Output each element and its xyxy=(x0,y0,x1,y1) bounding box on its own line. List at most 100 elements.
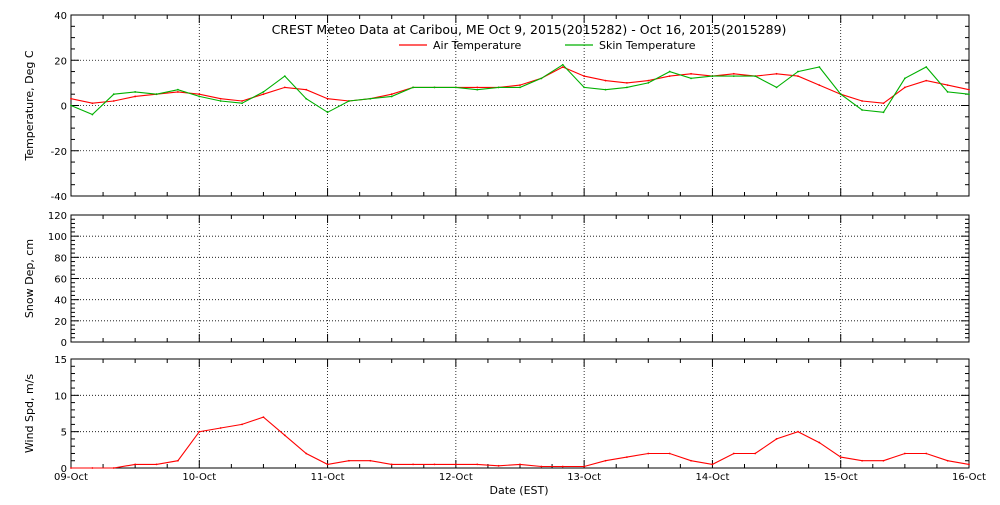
data-point xyxy=(454,86,457,89)
data-point xyxy=(219,427,222,429)
y-tick-label: 40 xyxy=(54,11,67,22)
data-point xyxy=(369,97,372,100)
data-point xyxy=(540,77,543,80)
data-point xyxy=(583,465,586,468)
data-point xyxy=(305,88,308,91)
data-point xyxy=(454,463,457,466)
data-point xyxy=(561,63,564,66)
panel-0: -40 -20 0 20 40 Temperature, Deg C Air Tempera… xyxy=(23,11,970,203)
data-point xyxy=(91,102,94,105)
data-point xyxy=(262,91,265,93)
data-point xyxy=(925,66,928,68)
data-point xyxy=(519,84,521,87)
data-point xyxy=(732,452,735,455)
data-point xyxy=(690,77,692,80)
data-point xyxy=(283,434,286,437)
data-point xyxy=(198,95,201,98)
data-point xyxy=(732,72,735,75)
data-point xyxy=(732,75,735,77)
data-point xyxy=(283,86,286,89)
y-tick-label: 15 xyxy=(54,355,67,366)
series-line-2-0 xyxy=(71,416,970,469)
data-point xyxy=(476,463,479,466)
data-point xyxy=(262,93,265,96)
data-point xyxy=(369,459,372,462)
y-tick-label: 100 xyxy=(48,232,67,243)
x-tick-label: 10-Oct xyxy=(182,472,216,483)
y-axis-label: Wind Spd, m/s xyxy=(23,374,36,454)
data-point xyxy=(241,423,243,426)
data-point xyxy=(433,86,436,89)
y-tick-label: 20 xyxy=(54,56,67,67)
data-point xyxy=(134,95,137,98)
data-point xyxy=(305,97,308,100)
data-point xyxy=(390,93,393,96)
y-tick-label: 0 xyxy=(61,102,67,113)
data-point xyxy=(70,104,72,107)
data-point xyxy=(519,86,521,89)
x-tick-label: 11-Oct xyxy=(311,472,345,483)
data-point xyxy=(626,456,628,458)
data-point xyxy=(561,465,564,468)
data-point xyxy=(797,75,799,77)
data-point xyxy=(177,88,179,91)
data-point xyxy=(497,464,500,467)
data-point xyxy=(754,452,757,455)
panel-2: 0 5 10 15 Wind Spd, m/s xyxy=(23,355,970,475)
x-tick-label: 15-Oct xyxy=(824,472,858,483)
data-point xyxy=(198,430,201,433)
data-point xyxy=(262,416,265,419)
data-point xyxy=(903,77,906,80)
data-point xyxy=(668,70,671,73)
data-point xyxy=(647,79,650,82)
data-point xyxy=(604,459,607,462)
data-point xyxy=(390,463,393,466)
panel-frame xyxy=(70,214,970,343)
data-point xyxy=(690,72,692,75)
data-point xyxy=(433,463,436,466)
data-point xyxy=(412,86,414,89)
data-point xyxy=(112,100,115,102)
data-point xyxy=(647,81,650,84)
y-tick-label: 80 xyxy=(54,253,67,264)
data-point xyxy=(946,91,949,93)
y-tick-label: 60 xyxy=(54,275,67,286)
data-point xyxy=(968,88,970,91)
data-point xyxy=(91,467,94,469)
data-point xyxy=(925,452,928,455)
data-point xyxy=(326,463,329,466)
data-point xyxy=(305,452,308,455)
data-point xyxy=(326,97,329,100)
data-point xyxy=(668,452,671,455)
series-line-0-1 xyxy=(70,64,970,116)
data-point xyxy=(668,75,671,77)
data-point xyxy=(519,463,521,466)
y-tick-label: -20 xyxy=(51,147,67,158)
data-point xyxy=(134,91,137,93)
data-point xyxy=(797,70,799,73)
y-tick-label: -40 xyxy=(51,192,67,203)
data-point xyxy=(583,86,586,89)
data-point xyxy=(604,79,607,82)
y-tick-label: 120 xyxy=(48,211,67,222)
data-point xyxy=(839,456,842,458)
data-point xyxy=(583,75,586,77)
data-point xyxy=(903,452,906,455)
data-point xyxy=(348,100,350,102)
legend-label-0: Air Temperature xyxy=(433,39,522,52)
data-point xyxy=(155,93,158,96)
data-point xyxy=(711,75,714,77)
data-point xyxy=(818,84,821,87)
data-point xyxy=(946,84,949,87)
x-tick-label: 13-Oct xyxy=(567,472,601,483)
data-point xyxy=(861,459,863,462)
data-point xyxy=(861,100,863,102)
y-tick-label: 0 xyxy=(61,464,67,475)
data-point xyxy=(690,459,692,462)
data-point xyxy=(70,97,72,100)
y-axis-label: Snow Dep, cm xyxy=(23,239,36,318)
data-point xyxy=(219,97,222,100)
y-tick-label: 5 xyxy=(61,428,67,439)
data-point xyxy=(861,109,863,111)
